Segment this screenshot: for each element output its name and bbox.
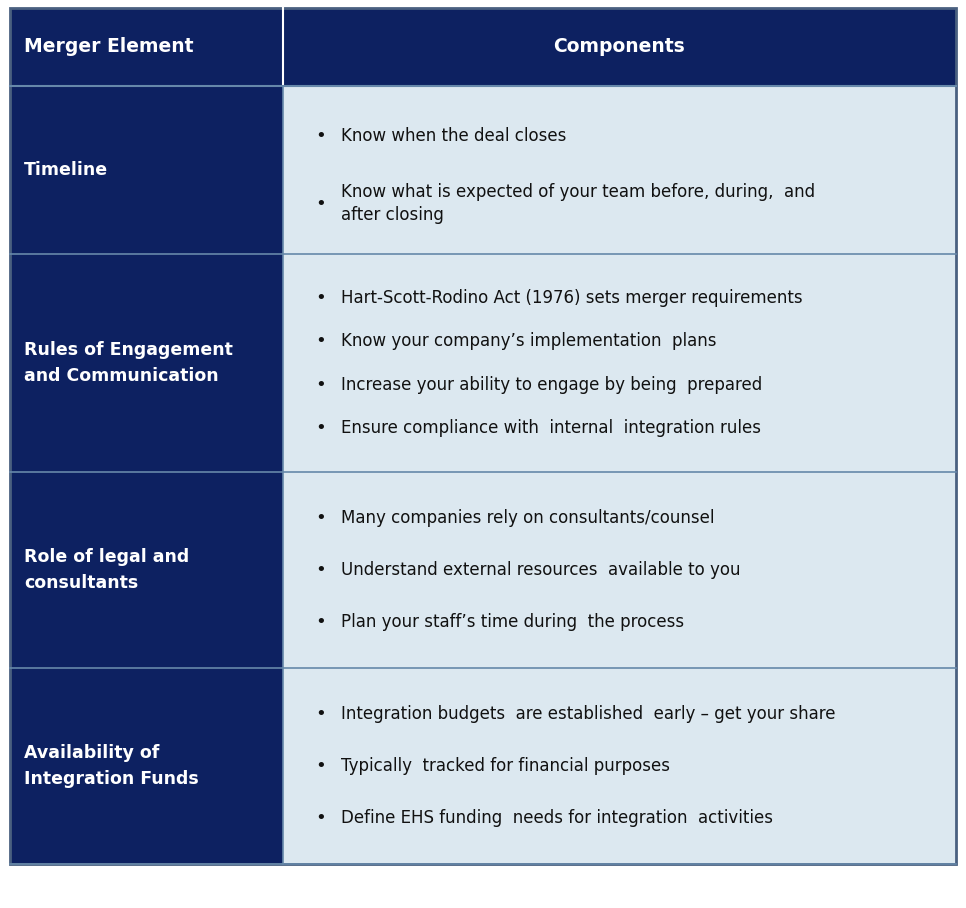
- Bar: [10, 668, 283, 864]
- Text: •: •: [316, 332, 327, 350]
- Bar: [283, 254, 956, 472]
- Bar: [10, 472, 283, 668]
- Text: Define EHS funding  needs for integration  activities: Define EHS funding needs for integration…: [341, 809, 773, 827]
- Text: Merger Element: Merger Element: [24, 37, 193, 56]
- Text: •: •: [316, 757, 327, 775]
- Text: Ensure compliance with  internal  integration rules: Ensure compliance with internal integrat…: [341, 419, 761, 438]
- Text: Role of legal and
consultants: Role of legal and consultants: [24, 548, 189, 592]
- Bar: [283, 86, 956, 254]
- Text: •: •: [316, 561, 327, 579]
- Text: Timeline: Timeline: [24, 161, 108, 179]
- Bar: [10, 254, 283, 472]
- Text: •: •: [316, 419, 327, 438]
- Text: •: •: [316, 127, 327, 145]
- Text: Integration budgets  are established  early – get your share: Integration budgets are established earl…: [341, 705, 836, 723]
- Text: Understand external resources  available to you: Understand external resources available …: [341, 561, 740, 579]
- Text: •: •: [316, 194, 327, 212]
- Text: •: •: [316, 705, 327, 723]
- Text: Rules of Engagement
and Communication: Rules of Engagement and Communication: [24, 340, 233, 385]
- Bar: [283, 8, 956, 86]
- Text: Know when the deal closes: Know when the deal closes: [341, 127, 566, 145]
- Text: Know your company’s implementation  plans: Know your company’s implementation plans: [341, 332, 717, 350]
- Text: Typically  tracked for financial purposes: Typically tracked for financial purposes: [341, 757, 670, 775]
- Text: •: •: [316, 613, 327, 631]
- Text: Increase your ability to engage by being  prepared: Increase your ability to engage by being…: [341, 376, 762, 394]
- Text: Components: Components: [554, 37, 685, 56]
- Bar: [283, 668, 956, 864]
- Text: Many companies rely on consultants/counsel: Many companies rely on consultants/couns…: [341, 508, 715, 527]
- Text: Hart-Scott-Rodino Act (1976) sets merger requirements: Hart-Scott-Rodino Act (1976) sets merger…: [341, 289, 803, 307]
- Text: •: •: [316, 289, 327, 307]
- Text: •: •: [316, 376, 327, 394]
- Text: •: •: [316, 508, 327, 527]
- Bar: [10, 8, 283, 86]
- Text: •: •: [316, 809, 327, 827]
- Bar: [10, 86, 283, 254]
- Text: Plan your staff’s time during  the process: Plan your staff’s time during the proces…: [341, 613, 684, 631]
- Text: Availability of
Integration Funds: Availability of Integration Funds: [24, 744, 199, 788]
- Text: Know what is expected of your team before, during,  and
after closing: Know what is expected of your team befor…: [341, 183, 815, 224]
- Bar: [283, 472, 956, 668]
